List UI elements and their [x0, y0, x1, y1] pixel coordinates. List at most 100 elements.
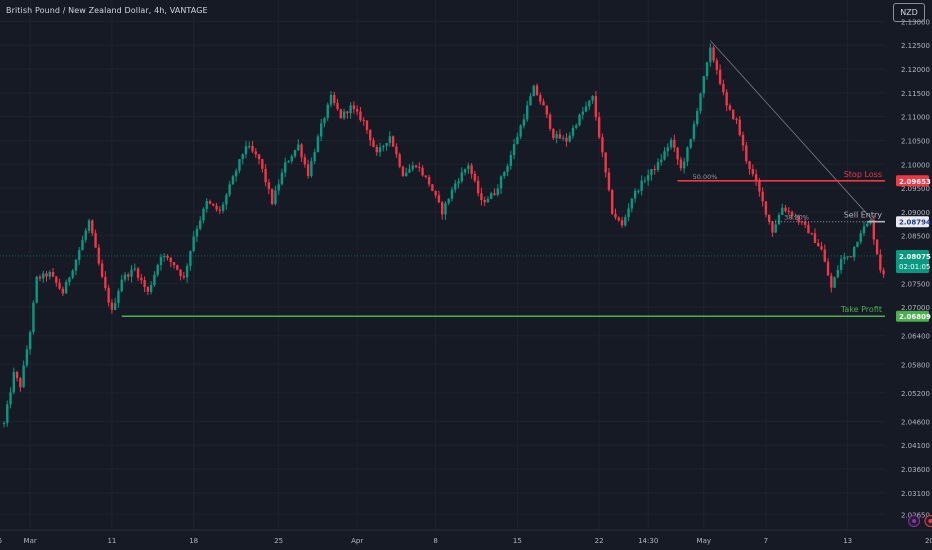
price-tick: 2.07000 — [901, 304, 930, 312]
candle-body — [532, 85, 535, 97]
time-tick: 22 — [595, 537, 604, 545]
candle-body — [476, 180, 480, 194]
candle-body — [287, 161, 290, 163]
candle-body — [192, 236, 195, 252]
flash-icon[interactable] — [908, 515, 921, 527]
candle-body — [450, 189, 454, 199]
time-tick: 13 — [843, 537, 852, 545]
candle-body — [516, 136, 519, 145]
candle-body — [754, 174, 758, 181]
candle-body — [431, 184, 434, 191]
candle-body — [378, 147, 382, 153]
level-price-tag-text: 2.09653 — [899, 178, 931, 186]
candle-body — [578, 114, 581, 126]
candle-body — [51, 271, 55, 277]
candle-body — [221, 204, 225, 211]
candle-body — [748, 161, 751, 170]
candle-body — [94, 233, 97, 248]
candle-body — [862, 226, 866, 234]
candle-body — [503, 172, 506, 177]
candle-body — [58, 282, 61, 289]
candle-body — [875, 239, 879, 255]
candle-body — [457, 181, 460, 184]
candle-body — [552, 128, 555, 139]
candle-body — [189, 251, 192, 266]
candle-body — [470, 165, 473, 174]
candle-body — [741, 134, 745, 146]
candle-body — [686, 147, 689, 162]
time-tick: May — [697, 537, 711, 545]
candle-body — [329, 94, 333, 105]
price-tick: 2.09000 — [901, 209, 930, 217]
candle-body — [303, 157, 307, 165]
candle-body — [172, 262, 176, 266]
trendline — [710, 40, 875, 222]
candle-body — [163, 255, 166, 257]
candle-body — [336, 102, 339, 110]
candle-body — [607, 172, 611, 191]
candle-body — [35, 276, 38, 303]
candle-body — [493, 193, 496, 195]
candle-body — [215, 205, 218, 210]
candle-body — [620, 220, 624, 226]
candle-body — [774, 224, 777, 233]
candle-body — [777, 214, 781, 225]
candle-body — [12, 371, 16, 393]
candle-body — [473, 173, 477, 181]
candle-body — [483, 199, 486, 203]
candle-body — [545, 105, 549, 115]
level-price-tag — [896, 310, 929, 322]
candle-body — [486, 198, 490, 203]
fib-label: 50.00% — [693, 173, 718, 181]
price-tick: 2.06400 — [901, 333, 930, 341]
candle-body — [110, 302, 114, 310]
candle-body — [872, 220, 876, 240]
candle-body — [319, 123, 323, 137]
candle-body — [297, 144, 300, 151]
candle-body — [735, 119, 738, 121]
candle-body — [784, 207, 787, 212]
currency-button[interactable]: NZD — [893, 3, 925, 22]
candle-body — [702, 76, 705, 94]
candle-body — [97, 247, 101, 264]
candle-body — [594, 95, 598, 118]
price-axis[interactable]: 2.13000 2.12500 2.12000 2.11500 2.11000 2.105… — [885, 0, 932, 550]
candle-body — [653, 169, 656, 171]
candle-body — [440, 202, 444, 215]
candle-body — [107, 288, 110, 303]
candle-body — [722, 83, 725, 93]
candle-body — [699, 93, 702, 112]
price-tick: 2.10000 — [901, 161, 930, 169]
candle-body — [352, 105, 356, 110]
candle-body — [555, 134, 558, 139]
flag-icon[interactable] — [924, 515, 932, 527]
candle-body — [326, 104, 329, 119]
countdown-text: 02:01:05 — [899, 263, 930, 271]
time-tick: Mar — [24, 537, 37, 545]
candle-body — [71, 270, 74, 278]
candle-body — [323, 118, 326, 124]
symbol-title[interactable]: British Pound / New Zealand Dollar, 4h, … — [6, 6, 208, 15]
candle-body — [264, 168, 267, 183]
candle-body — [627, 208, 630, 218]
candle-body — [571, 127, 575, 136]
candle-body — [879, 254, 882, 271]
price-tick: 2.05800 — [901, 361, 930, 369]
time-axis[interactable]: 26Mar111825Apr8152214:30May7132027 — [0, 529, 932, 550]
candle-body — [274, 190, 277, 205]
event-icons — [908, 515, 932, 527]
time-tick: 11 — [107, 537, 116, 545]
candle-body — [241, 154, 244, 160]
candle-body — [539, 95, 542, 102]
candle-body — [64, 281, 68, 294]
candle-body — [6, 404, 9, 423]
price-tick: 2.04100 — [901, 442, 930, 450]
candle-body — [535, 85, 539, 96]
candle-body — [234, 170, 238, 177]
candle-body — [682, 161, 686, 169]
candle-body — [42, 273, 45, 279]
candle-body — [355, 109, 359, 112]
candle-body — [454, 183, 457, 190]
candle-body — [78, 250, 81, 260]
